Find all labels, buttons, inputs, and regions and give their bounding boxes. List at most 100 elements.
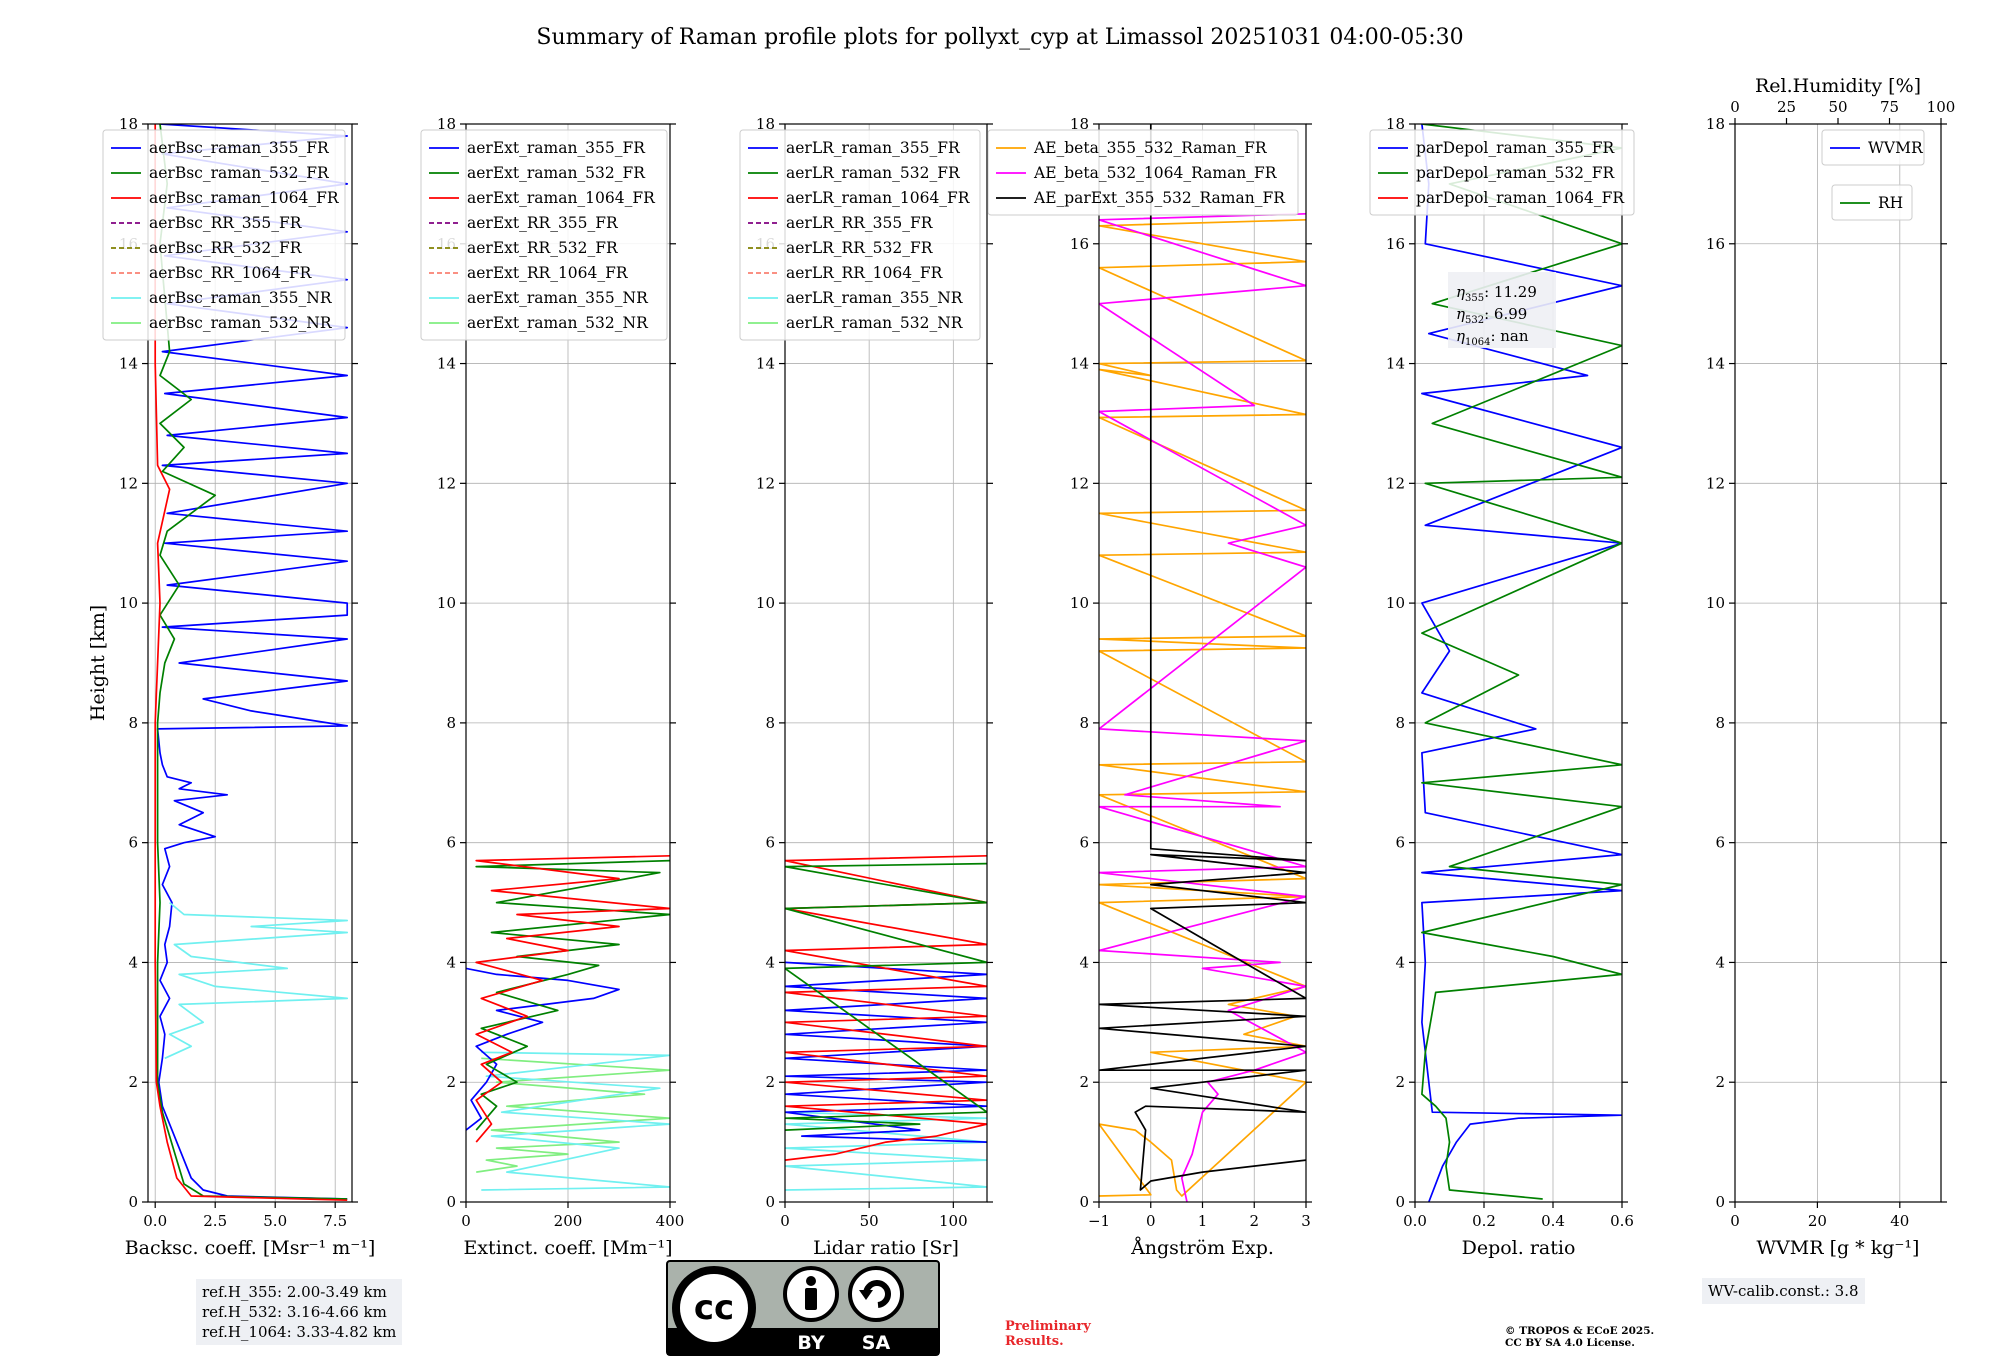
wv-calibration-box: WV-calib.const.: 3.8: [1702, 1278, 1865, 1304]
x-tick-label: 2: [1249, 1212, 1259, 1230]
preliminary-line-2: Results.: [1005, 1334, 1064, 1349]
legend-entry: aerExt_raman_532_FR: [467, 164, 646, 182]
eta-1064: η1064: nan: [1456, 327, 1529, 348]
y-tick-label: 10: [1386, 594, 1405, 612]
panel-depolarization: 0 2 4 6 8 10 12 14 16 18 0.0 0.2 0.4 0.6 Depol. ratio p…: [1369, 115, 1635, 1259]
legend-entry: aerExt_RR_355_FR: [467, 214, 619, 232]
y-tick-label: 8: [765, 714, 775, 732]
y-tick-label: 8: [1715, 714, 1725, 732]
x-tick-label: 50: [860, 1212, 879, 1230]
y-tick-label: 2: [765, 1073, 775, 1091]
x-tick-label: 3: [1301, 1212, 1311, 1230]
x-axis-label: Lidar ratio [Sr]: [813, 1237, 959, 1259]
legend: aerBsc_raman_355_FR aerBsc_raman_532_FRae…: [102, 129, 346, 341]
legend: WVMR: [1821, 129, 1925, 166]
legend: parDepol_raman_355_FR parDepol_raman_532_…: [1369, 129, 1635, 216]
top-x-axis-label: Rel.Humidity [%]: [1755, 75, 1921, 97]
eta-box: [1448, 272, 1556, 348]
series-line-aerExt_raman_355_NR: [481, 1051, 670, 1191]
y-tick-label: 2: [128, 1073, 138, 1091]
legend-entry: aerBsc_RR_1064_FR: [149, 264, 313, 282]
y-tick-label: 6: [128, 834, 138, 852]
legend-entry: aerLR_raman_532_NR: [786, 314, 964, 332]
panel-wvmr: 0 2 4 6 8 10 12 14 16 18 0 20 40 WVMR [g * kg⁻¹] 0 25 50…: [1706, 75, 1955, 1259]
y-tick-label: 0: [1079, 1193, 1089, 1211]
x-axis-label: Ångström Exp.: [1130, 1237, 1274, 1259]
y-tick-label: 18: [437, 115, 456, 133]
y-tick-label: 4: [446, 953, 456, 971]
y-tick-label: 4: [128, 953, 138, 971]
sa-label: SA: [862, 1332, 891, 1354]
top-x-tick-label: 75: [1880, 98, 1899, 116]
series-line-parDepol_raman_532_FR: [1421, 124, 1622, 1200]
cc-text: cc: [694, 1288, 734, 1328]
figure-title: Summary of Raman profile plots for polly…: [536, 25, 1463, 50]
legend-entry: aerLR_raman_532_FR: [786, 164, 961, 182]
axes-frame: [1734, 123, 1942, 1203]
y-tick-label: 18: [1070, 115, 1089, 133]
y-axis-label: Height [km]: [87, 605, 109, 721]
series-line-aerBsc_raman_532_FR: [156, 124, 348, 1200]
y-tick-label: 0: [1715, 1193, 1725, 1211]
cc-by-sa-badge: cc BY SA: [666, 1260, 940, 1356]
y-tick-label: 2: [1079, 1073, 1089, 1091]
legend-entry: AE_beta_355_532_Raman_FR: [1033, 139, 1268, 157]
legend-frame: [739, 129, 981, 341]
legend-rh: RH: [1831, 184, 1913, 221]
copyright-line-1: © TROPOS & ECoE 2025.: [1505, 1325, 1655, 1337]
y-tick-label: 8: [446, 714, 456, 732]
x-tick-label: 0.0: [1403, 1212, 1427, 1230]
y-tick-label: 10: [437, 594, 456, 612]
eta-355: η355: 11.29: [1456, 283, 1537, 304]
x-tick-label: 200: [554, 1212, 583, 1230]
top-x-tick-label: 50: [1828, 98, 1847, 116]
x-tick-label: 0.6: [1610, 1212, 1634, 1230]
y-tick-label: 16: [1706, 235, 1725, 253]
reference-heights-box: ref.H_355: 2.00-3.49 km ref.H_532: 3.16-…: [196, 1279, 403, 1345]
y-tick-label: 8: [128, 714, 138, 732]
series-line-AE_beta_532_1064_Raman_FR: [1099, 212, 1306, 1202]
copyright-note: © TROPOS & ECoE 2025. CC BY SA 4.0 Licen…: [1505, 1325, 1654, 1349]
y-tick-label: 12: [437, 474, 456, 492]
y-tick-label: 0: [446, 1193, 456, 1211]
y-tick-label: 16: [1386, 235, 1405, 253]
y-tick-label: 12: [1070, 474, 1089, 492]
y-tick-label: 6: [1079, 834, 1089, 852]
y-tick-label: 4: [1395, 953, 1405, 971]
legend-frame: [1831, 184, 1913, 221]
legend-entry: aerBsc_raman_1064_FR: [149, 189, 340, 207]
legend: aerLR_raman_355_FR aerLR_raman_532_FR aerL…: [739, 129, 981, 341]
x-tick-label: 2.5: [203, 1212, 227, 1230]
ref-height-532: ref.H_532: 3.16-4.66 km: [202, 1303, 387, 1321]
y-tick-label: 4: [765, 953, 775, 971]
preliminary-note: Preliminary Results.: [1005, 1319, 1091, 1349]
x-tick-label: 0.4: [1541, 1212, 1565, 1230]
legend-frame: [1369, 129, 1635, 216]
y-tick-label: 6: [765, 834, 775, 852]
y-tick-label: 14: [1070, 355, 1089, 373]
legend-entry: parDepol_raman_355_FR: [1416, 139, 1616, 157]
x-tick-label: 5.0: [263, 1212, 287, 1230]
y-tick-label: 18: [1706, 115, 1725, 133]
legend-entry: aerBsc_raman_532_FR: [149, 164, 330, 182]
y-tick-label: 0: [128, 1193, 138, 1211]
series-group: [785, 854, 987, 1191]
legend-entry: aerExt_RR_532_FR: [467, 239, 619, 257]
legend-entry: aerLR_raman_1064_FR: [786, 189, 971, 207]
series-line-aerLR_raman_355_NR: [785, 1111, 987, 1191]
axes-frame: [1414, 123, 1623, 1203]
series-line-aerBsc_raman_1064_FR: [154, 124, 348, 1202]
x-tick-label: 100: [939, 1212, 968, 1230]
y-tick-label: 2: [1715, 1073, 1725, 1091]
y-tick-label: 0: [765, 1193, 775, 1211]
series-line-aerExt_raman_532_FR: [475, 859, 670, 1131]
x-tick-label: 0: [780, 1212, 790, 1230]
by-label: BY: [797, 1332, 824, 1354]
eta-532: η532: 6.99: [1456, 305, 1527, 326]
x-tick-label: 0: [461, 1212, 471, 1230]
x-tick-label: 400: [656, 1212, 685, 1230]
panel-lidar-ratio: 024681012141618050100Lidar ratio [Sr]aer…: [739, 115, 993, 1259]
x-tick-label: 1: [1198, 1212, 1208, 1230]
